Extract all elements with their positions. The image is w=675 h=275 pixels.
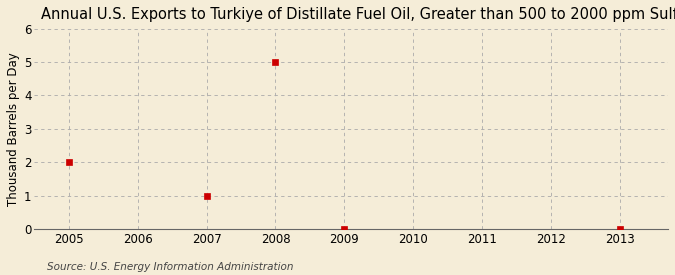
- Text: Source: U.S. Energy Information Administration: Source: U.S. Energy Information Administ…: [47, 262, 294, 272]
- Text: Annual U.S. Exports to Turkiye of Distillate Fuel Oil, Greater than 500 to 2000 : Annual U.S. Exports to Turkiye of Distil…: [40, 7, 675, 22]
- Y-axis label: Thousand Barrels per Day: Thousand Barrels per Day: [7, 52, 20, 206]
